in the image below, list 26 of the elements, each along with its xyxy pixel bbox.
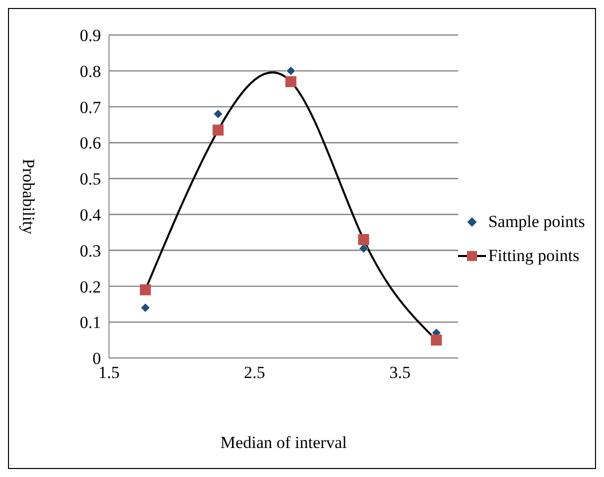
y-tick-label: 0.9	[80, 26, 101, 46]
y-tick-label: 0	[92, 349, 101, 368]
legend-label: Sample points	[488, 212, 585, 232]
point	[285, 76, 296, 88]
y-tick-label: 0.6	[80, 134, 101, 153]
legend-label: Fitting points	[488, 246, 580, 266]
point	[140, 303, 150, 313]
y-tick-label: 0.5	[80, 170, 101, 189]
x-axis-title: Median of interval	[220, 433, 348, 452]
y-tick-label: 0.3	[80, 241, 101, 260]
point	[140, 284, 151, 296]
y-axis-title: Probability	[18, 158, 38, 235]
x-tick-label: 2.5	[244, 363, 266, 382]
y-tick-label: 0.1	[80, 313, 101, 332]
point	[358, 244, 368, 254]
point	[213, 109, 223, 119]
point	[430, 334, 442, 346]
point	[358, 234, 370, 246]
y-tick-label: 0.7	[80, 98, 102, 117]
y-tick-label: 0.8	[80, 62, 101, 81]
x-tick-label: 1.5	[98, 363, 120, 382]
x-tick-label: 3.5	[389, 363, 411, 382]
y-tick-label: 0.4	[80, 205, 102, 224]
y-tick-label: 0.2	[80, 277, 101, 296]
point	[286, 66, 296, 76]
point	[212, 124, 224, 136]
